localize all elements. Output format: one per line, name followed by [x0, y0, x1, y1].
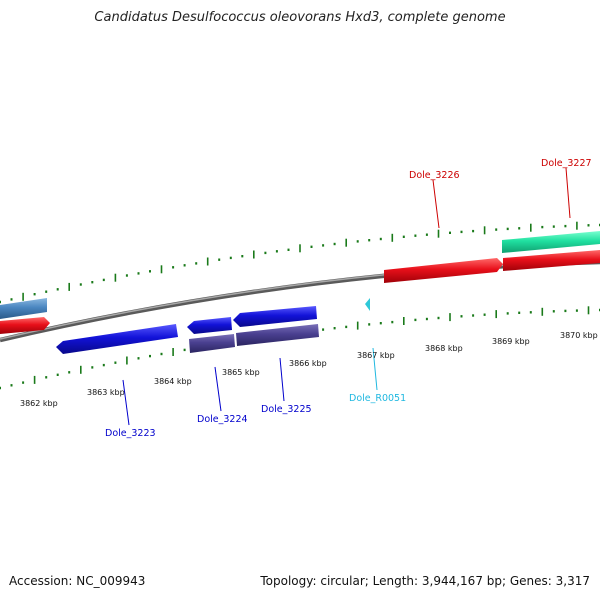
leader-dole-3223 [122, 379, 130, 426]
leader-dole-r0051 [372, 347, 378, 391]
gene-label-dole-3225[interactable]: Dole_3225 [261, 404, 312, 415]
gene-dole-3224[interactable] [187, 317, 232, 334]
accession-text: Accession: NC_009943 [9, 574, 146, 588]
gene-dole-3227[interactable] [503, 250, 600, 271]
gene-forward-left[interactable] [0, 317, 50, 334]
gene-dole-3223[interactable] [56, 324, 178, 354]
scale-label: 3862 kbp [20, 399, 58, 408]
leader-dole-3224 [214, 366, 222, 412]
outer-scale-ticks [0, 221, 600, 304]
cds-dole-3224[interactable] [189, 334, 235, 353]
feature-steelblue[interactable] [0, 298, 47, 319]
scale-label: 3869 kbp [492, 337, 530, 346]
scale-label: 3864 kbp [154, 377, 192, 386]
gene-label-dole-3223[interactable]: Dole_3223 [105, 428, 156, 439]
cds-dole-3225[interactable] [236, 324, 319, 346]
scale-label: 3866 kbp [289, 359, 327, 368]
scale-label: 3867 kbp [357, 351, 395, 360]
gene-label-dole-3226[interactable]: Dole_3226 [409, 170, 460, 181]
scale-label: 3870 kbp [560, 331, 598, 340]
gene-label-dole-3224[interactable]: Dole_3224 [197, 414, 248, 425]
leader-dole-3227 [565, 167, 571, 219]
leader-dole-3226 [432, 179, 440, 229]
gene-dole-3225[interactable] [233, 306, 317, 327]
gene-dole-3226[interactable] [384, 258, 503, 283]
scale-label: 3865 kbp [222, 368, 260, 377]
rna-dole-r0051[interactable] [365, 298, 370, 311]
scale-label: 3868 kbp [425, 344, 463, 353]
scale-label: 3863 kbp [87, 388, 125, 397]
map-title: Candidatus Desulfococcus oleovorans Hxd3… [94, 10, 506, 25]
feature-green[interactable] [502, 231, 600, 253]
gene-label-dole-3227[interactable]: Dole_3227 [541, 158, 592, 169]
gene-label-dole-r0051[interactable]: Dole_R0051 [349, 393, 406, 404]
genome-summary-text: Topology: circular; Length: 3,944,167 bp… [260, 574, 590, 588]
leader-dole-3225 [279, 357, 285, 402]
